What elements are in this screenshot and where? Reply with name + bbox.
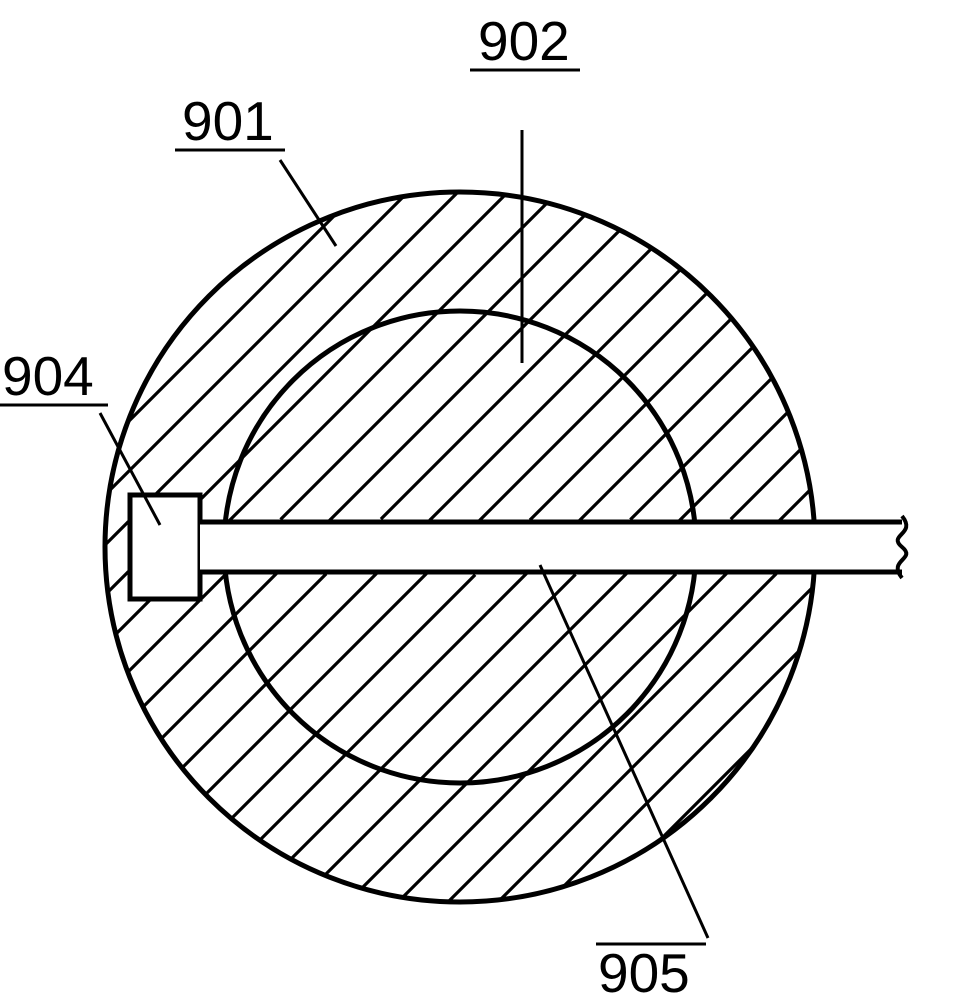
label-905: 905 xyxy=(598,942,690,1004)
label-902: 902 xyxy=(478,10,570,72)
shaft-head-904 xyxy=(130,495,200,599)
label-904: 904 xyxy=(2,345,94,407)
label-901: 901 xyxy=(182,90,274,152)
